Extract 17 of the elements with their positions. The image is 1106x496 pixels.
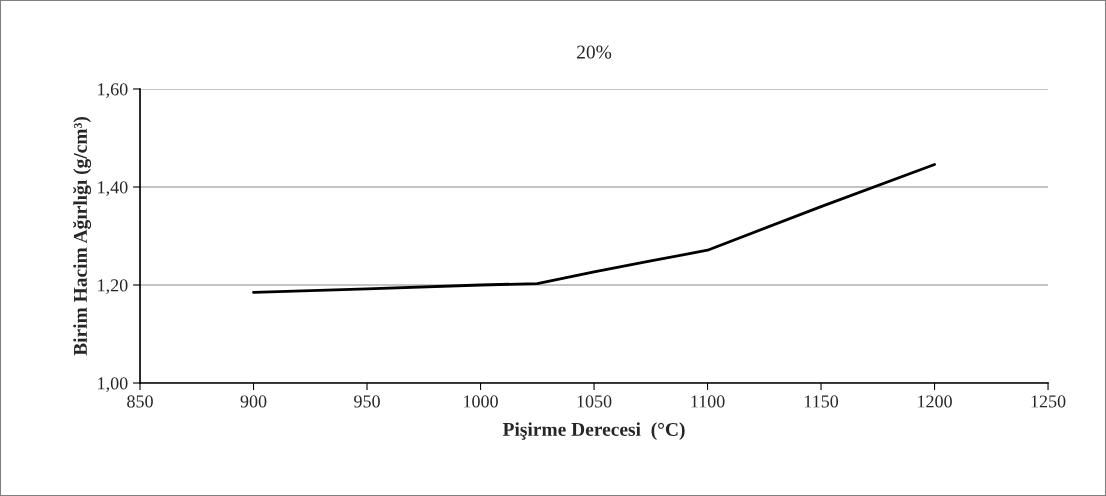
y-tick-label: 1,60 — [98, 83, 128, 99]
x-tick-label: 950 — [354, 395, 380, 408]
x-tick-label: 900 — [240, 395, 267, 408]
line-series — [252, 163, 936, 294]
x-tick-label: 1250 — [1031, 395, 1066, 408]
y-tick-label: 1,00 — [98, 377, 128, 393]
x-tick-label: 850 — [127, 395, 153, 408]
x-tick-label: 1100 — [691, 395, 725, 408]
chart-title: 20% — [577, 45, 612, 59]
x-tick-label: 1000 — [464, 395, 498, 408]
y-axis-title: Birim Hacim Ağırlığı (g/cm³) — [73, 117, 92, 356]
x-axis-title: Pişirme Derecesi (°C) — [502, 422, 685, 440]
x-tick-label: 1150 — [804, 395, 839, 408]
y-tick-label: 1,20 — [98, 279, 128, 295]
x-tick-label: 1050 — [577, 395, 612, 408]
x-tick-label: 1200 — [918, 395, 952, 408]
y-tick-label: 1,40 — [98, 181, 128, 197]
